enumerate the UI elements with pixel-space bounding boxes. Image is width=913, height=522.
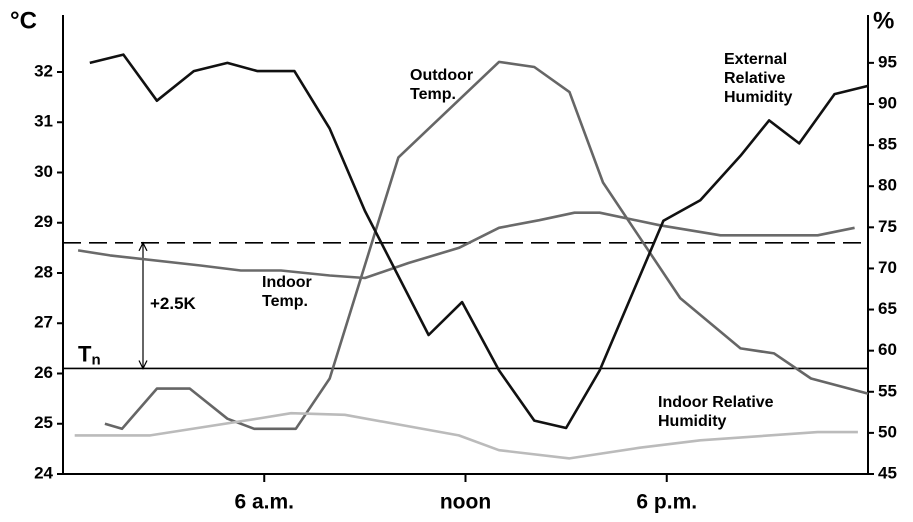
arrow-head	[138, 360, 148, 370]
reference-label: Tn	[78, 341, 101, 368]
y2-tick-label: 70	[878, 258, 897, 277]
y2-tick-label: 55	[878, 381, 897, 400]
series-line	[89, 53, 869, 430]
y2-tick-label: 60	[878, 340, 897, 359]
series-label: Indoor Relative Humidity	[658, 394, 774, 430]
y-tick-label: 25	[34, 413, 53, 432]
series-label: Outdoor Temp.	[410, 67, 474, 103]
y2-tick-label: 80	[878, 176, 897, 195]
reference-subscript: n	[91, 351, 100, 368]
series-label: External Relative Humidity	[724, 51, 793, 106]
y2-tick-label: 45	[878, 463, 897, 482]
y2-tick-label: 75	[878, 217, 897, 236]
x-tick-label: 6 p.m.	[636, 491, 697, 514]
x-tick-label: noon	[440, 491, 491, 514]
y2-axis-label: %	[873, 7, 894, 34]
y-axis-label: °C	[10, 7, 37, 34]
y-tick-label: 24	[34, 463, 53, 482]
x-tick-label: 6 a.m.	[234, 491, 294, 514]
y-tick-label: 31	[34, 112, 53, 131]
y2-tick-label: 90	[878, 93, 897, 112]
annotation: +2.5K	[150, 294, 197, 313]
y2-tick-label: 50	[878, 422, 897, 441]
y-tick-label: 32	[34, 61, 53, 80]
series-line	[77, 211, 855, 280]
y-tick-label: 28	[34, 262, 53, 281]
y-tick-label: 27	[34, 313, 53, 332]
y2-tick-label: 95	[878, 52, 897, 71]
y2-tick-label: 85	[878, 135, 897, 154]
series-line	[104, 60, 869, 431]
y-tick-label: 29	[34, 212, 53, 231]
y2-tick-label: 65	[878, 299, 897, 318]
arrow-head	[138, 241, 148, 252]
series-line	[74, 411, 858, 460]
y-tick-label: 26	[34, 363, 53, 382]
y-tick-label: 30	[34, 162, 53, 181]
series-label: Indoor Temp.	[262, 274, 312, 310]
